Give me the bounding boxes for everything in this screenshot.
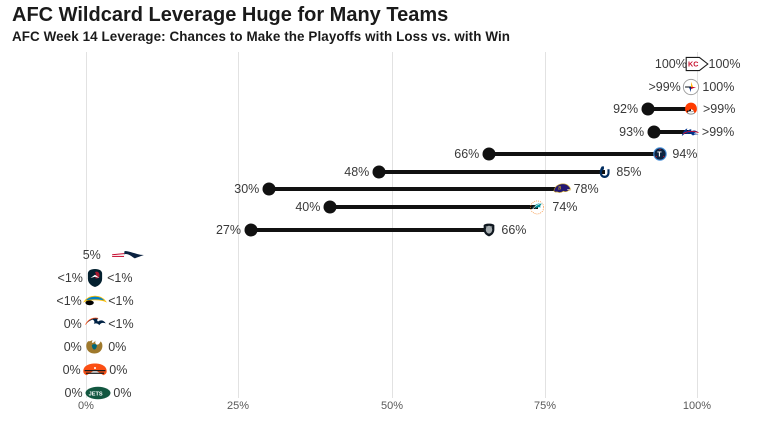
- svg-text:KC: KC: [688, 59, 698, 68]
- svg-text:JETS: JETS: [89, 392, 103, 398]
- svg-text:T: T: [657, 151, 662, 159]
- svg-text:B: B: [557, 187, 561, 192]
